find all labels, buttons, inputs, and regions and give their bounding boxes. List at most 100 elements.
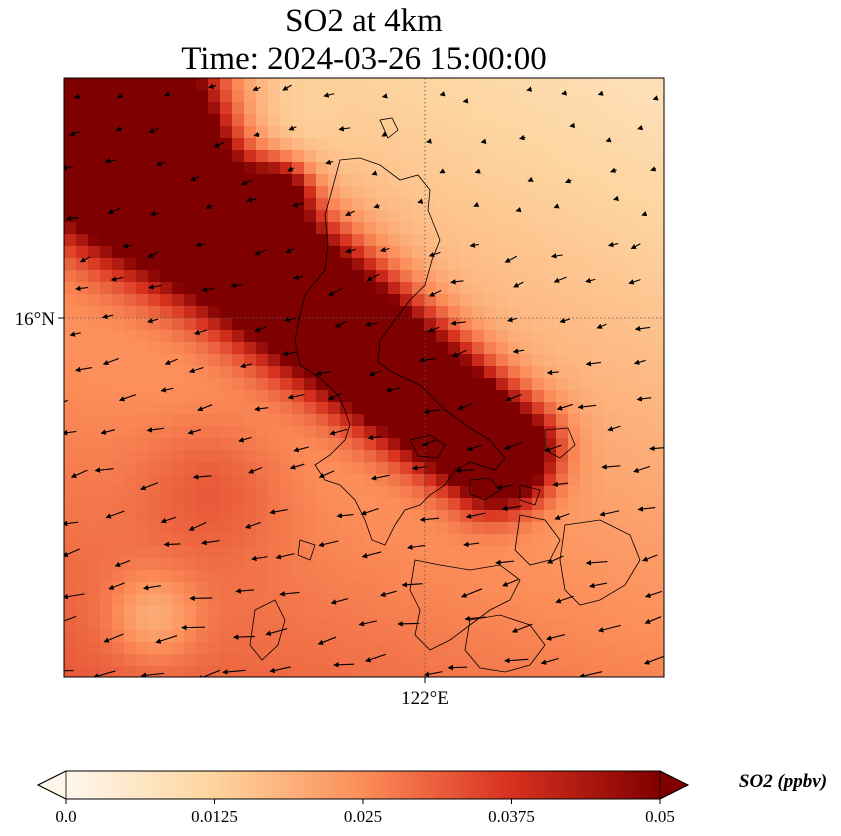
heatmap-cell	[184, 654, 197, 667]
heatmap-cell	[160, 270, 173, 283]
heatmap-cell	[400, 342, 413, 355]
heatmap-cell	[76, 606, 89, 619]
heatmap-cell	[316, 426, 329, 439]
heatmap-cell	[388, 90, 401, 103]
wind-arrow	[411, 465, 427, 471]
wind-arrow	[192, 474, 212, 480]
heatmap-cell	[268, 102, 281, 115]
heatmap-cell	[508, 438, 521, 451]
heatmap-cell	[304, 306, 317, 319]
wind-arrow	[238, 436, 252, 443]
heatmap-cell	[484, 594, 497, 607]
heatmap-cell	[208, 414, 221, 427]
heatmap-cell	[76, 498, 89, 511]
wind-arrow	[254, 326, 267, 333]
heatmap-cell	[184, 390, 197, 403]
heatmap-cell	[112, 474, 125, 487]
heatmap-cell	[508, 258, 521, 271]
heatmap-cell	[172, 606, 185, 619]
heatmap-cell	[508, 222, 521, 235]
heatmap-cell	[436, 114, 449, 127]
heatmap-cell	[340, 426, 353, 439]
heatmap-cell	[376, 138, 389, 151]
heatmap-cell	[508, 582, 521, 595]
heatmap-cell	[544, 114, 557, 127]
wind-arrow	[222, 669, 246, 675]
heatmap-cell	[388, 606, 401, 619]
heatmap-cell	[640, 330, 653, 343]
heatmap-cell	[520, 402, 533, 415]
heatmap-cell	[604, 246, 617, 259]
heatmap-cell	[640, 102, 653, 115]
wind-arrow	[553, 203, 560, 209]
heatmap-cell	[652, 222, 664, 235]
heatmap-cell	[232, 546, 245, 559]
heatmap-cell	[652, 354, 664, 367]
heatmap-cell	[196, 282, 209, 295]
wind-arrow	[248, 467, 263, 474]
heatmap-cell	[124, 114, 137, 127]
heatmap-cell	[100, 282, 113, 295]
heatmap-cell	[100, 270, 113, 283]
heatmap-cell	[280, 510, 293, 523]
heatmap-cell	[604, 414, 617, 427]
heatmap-cell	[88, 258, 101, 271]
heatmap-cell	[268, 138, 281, 151]
heatmap-cell	[160, 318, 173, 331]
heatmap-cell	[484, 534, 497, 547]
wind-arrow	[504, 255, 518, 263]
wind-arrow	[637, 506, 656, 512]
wind-arrow	[140, 672, 165, 677]
heatmap-cell	[124, 174, 137, 187]
heatmap-cell	[352, 90, 365, 103]
heatmap-cell	[580, 162, 593, 175]
heatmap-cell	[88, 642, 101, 655]
heatmap-cell	[208, 522, 221, 535]
heatmap-cell	[64, 138, 77, 151]
heatmap-cell	[604, 426, 617, 439]
heatmap-cell	[508, 666, 521, 677]
heatmap-cell	[424, 450, 437, 463]
heatmap-cell	[556, 234, 569, 247]
heatmap-cell	[172, 354, 185, 367]
heatmap-cell	[292, 174, 305, 187]
heatmap-cell	[472, 426, 485, 439]
heatmap-cell	[448, 438, 461, 451]
heatmap-cell	[88, 462, 101, 475]
heatmap-cell	[352, 174, 365, 187]
heatmap-cell	[232, 414, 245, 427]
heatmap-cell	[412, 570, 425, 583]
heatmap-cell	[424, 570, 437, 583]
heatmap-cell	[304, 366, 317, 379]
heatmap-cell	[448, 78, 461, 91]
heatmap-cell	[448, 234, 461, 247]
heatmap-cell	[220, 174, 233, 187]
heatmap-cell	[376, 366, 389, 379]
heatmap-cell	[580, 426, 593, 439]
heatmap-cell	[148, 522, 161, 535]
heatmap-cell	[640, 198, 653, 211]
heatmap-cell	[424, 354, 437, 367]
heatmap-cell	[496, 414, 509, 427]
heatmap-cell	[376, 294, 389, 307]
heatmap-cell	[388, 210, 401, 223]
heatmap-cell	[604, 498, 617, 511]
heatmap-cell	[544, 138, 557, 151]
heatmap-cell	[256, 582, 269, 595]
heatmap-cell	[184, 294, 197, 307]
heatmap-cell	[652, 126, 664, 139]
heatmap-cell	[316, 666, 329, 677]
heatmap-cell	[400, 402, 413, 415]
heatmap-cell	[448, 498, 461, 511]
wind-arrow	[338, 126, 351, 132]
heatmap-cell	[244, 546, 257, 559]
wind-arrow	[628, 279, 641, 285]
heatmap-cell	[280, 138, 293, 151]
heatmap-cell	[544, 102, 557, 115]
heatmap-cell	[472, 126, 485, 139]
wind-arrow	[73, 93, 80, 100]
heatmap-cell	[544, 570, 557, 583]
heatmap-cell	[160, 282, 173, 295]
wind-arrow	[75, 285, 89, 292]
heatmap-cell	[136, 210, 149, 223]
